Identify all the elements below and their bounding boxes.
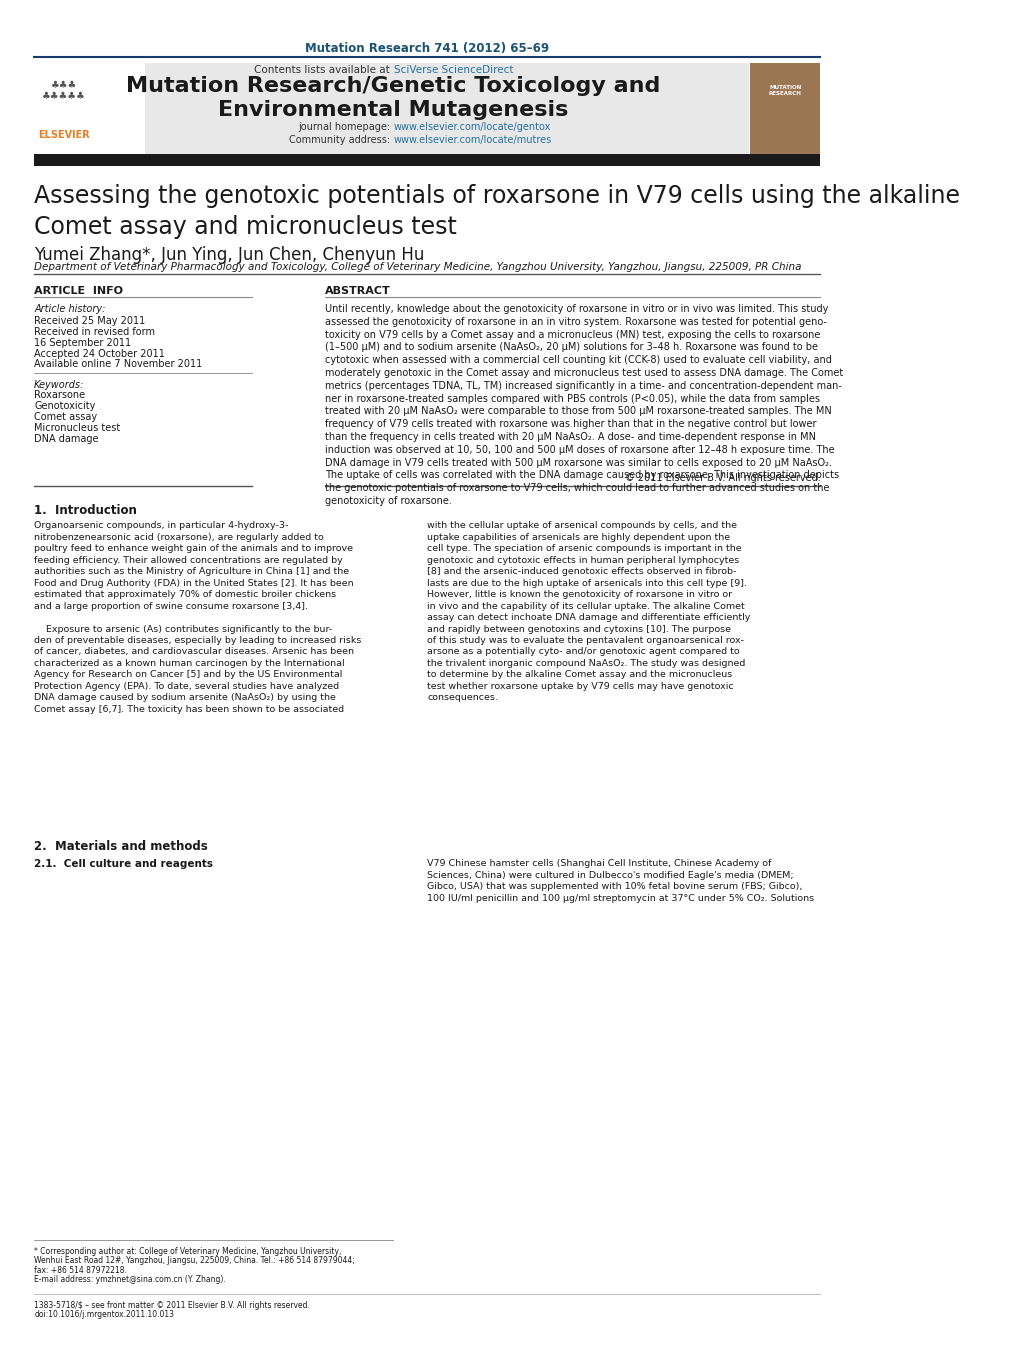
Text: www.elsevier.com/locate/mutres: www.elsevier.com/locate/mutres	[394, 135, 552, 145]
Text: Organoarsenic compounds, in particular 4-hydroxy-3-
nitrobenzenearsonic acid (ro: Organoarsenic compounds, in particular 4…	[34, 521, 361, 713]
Text: Wenhui East Road 12#, Yangzhou, Jiangsu, 225009, China. Tel.: +86 514 87979044;: Wenhui East Road 12#, Yangzhou, Jiangsu,…	[34, 1256, 355, 1266]
FancyBboxPatch shape	[34, 63, 145, 155]
Text: SciVerse ScienceDirect: SciVerse ScienceDirect	[394, 65, 514, 74]
Text: Mutation Research 741 (2012) 65–69: Mutation Research 741 (2012) 65–69	[305, 42, 549, 55]
Text: Assessing the genotoxic potentials of roxarsone in V79 cells using the alkaline
: Assessing the genotoxic potentials of ro…	[34, 184, 960, 239]
Text: Contents lists available at: Contents lists available at	[254, 65, 393, 74]
Text: E-mail address: ymzhnet@sina.com.cn (Y. Zhang).: E-mail address: ymzhnet@sina.com.cn (Y. …	[34, 1275, 226, 1285]
Text: Mutation Research/Genetic Toxicology and: Mutation Research/Genetic Toxicology and	[126, 76, 661, 96]
Text: doi:10.1016/j.mrgentox.2011.10.013: doi:10.1016/j.mrgentox.2011.10.013	[34, 1310, 175, 1320]
Text: Comet assay: Comet assay	[34, 412, 97, 422]
Text: 1.  Introduction: 1. Introduction	[34, 504, 137, 517]
FancyBboxPatch shape	[750, 63, 821, 155]
Text: 1383-5718/$ – see front matter © 2011 Elsevier B.V. All rights reserved.: 1383-5718/$ – see front matter © 2011 El…	[34, 1301, 310, 1310]
Text: * Corresponding author at: College of Veterinary Medicine, Yangzhou University,: * Corresponding author at: College of Ve…	[34, 1247, 342, 1256]
Text: Yumei Zhang*, Jun Ying, Jun Chen, Chenyun Hu: Yumei Zhang*, Jun Ying, Jun Chen, Chenyu…	[34, 246, 425, 263]
Text: Micronucleus test: Micronucleus test	[34, 423, 120, 432]
Text: with the cellular uptake of arsenical compounds by cells, and the
uptake capabil: with the cellular uptake of arsenical co…	[428, 521, 750, 703]
Text: ABSTRACT: ABSTRACT	[325, 286, 390, 296]
Text: Keywords:: Keywords:	[34, 380, 85, 389]
Text: www.elsevier.com/locate/gentox: www.elsevier.com/locate/gentox	[394, 122, 551, 131]
Text: journal homepage:: journal homepage:	[298, 122, 393, 131]
Text: ELSEVIER: ELSEVIER	[38, 130, 90, 141]
Text: 16 September 2011: 16 September 2011	[34, 338, 132, 347]
Text: DNA damage: DNA damage	[34, 434, 99, 443]
Text: Department of Veterinary Pharmacology and Toxicology, College of Veterinary Medi: Department of Veterinary Pharmacology an…	[34, 262, 801, 272]
FancyBboxPatch shape	[34, 154, 821, 166]
Text: 2.  Materials and methods: 2. Materials and methods	[34, 840, 208, 854]
Text: fax: +86 514 87972218.: fax: +86 514 87972218.	[34, 1266, 127, 1275]
Text: Community address:: Community address:	[289, 135, 393, 145]
Text: © 2011 Elsevier B.V. All rights reserved.: © 2011 Elsevier B.V. All rights reserved…	[625, 473, 821, 482]
Text: Accepted 24 October 2011: Accepted 24 October 2011	[34, 349, 165, 358]
Text: ARTICLE  INFO: ARTICLE INFO	[34, 286, 124, 296]
Text: Received in revised form: Received in revised form	[34, 327, 155, 336]
Text: Until recently, knowledge about the genotoxicity of roxarsone in vitro or in viv: Until recently, knowledge about the geno…	[325, 304, 843, 507]
Text: Received 25 May 2011: Received 25 May 2011	[34, 316, 145, 326]
Text: Available online 7 November 2011: Available online 7 November 2011	[34, 359, 202, 369]
Text: Genotoxicity: Genotoxicity	[34, 401, 96, 411]
Text: V79 Chinese hamster cells (Shanghai Cell Institute, Chinese Academy of
Sciences,: V79 Chinese hamster cells (Shanghai Cell…	[428, 859, 815, 902]
Text: 2.1.  Cell culture and reagents: 2.1. Cell culture and reagents	[34, 859, 213, 869]
FancyBboxPatch shape	[34, 63, 748, 155]
Text: Roxarsone: Roxarsone	[34, 390, 86, 400]
Text: Environmental Mutagenesis: Environmental Mutagenesis	[217, 100, 569, 120]
Text: MUTATION
RESEARCH: MUTATION RESEARCH	[769, 85, 801, 96]
Text: ♣♣♣
♣♣♣♣♣: ♣♣♣ ♣♣♣♣♣	[42, 80, 86, 101]
Text: Article history:: Article history:	[34, 304, 105, 313]
